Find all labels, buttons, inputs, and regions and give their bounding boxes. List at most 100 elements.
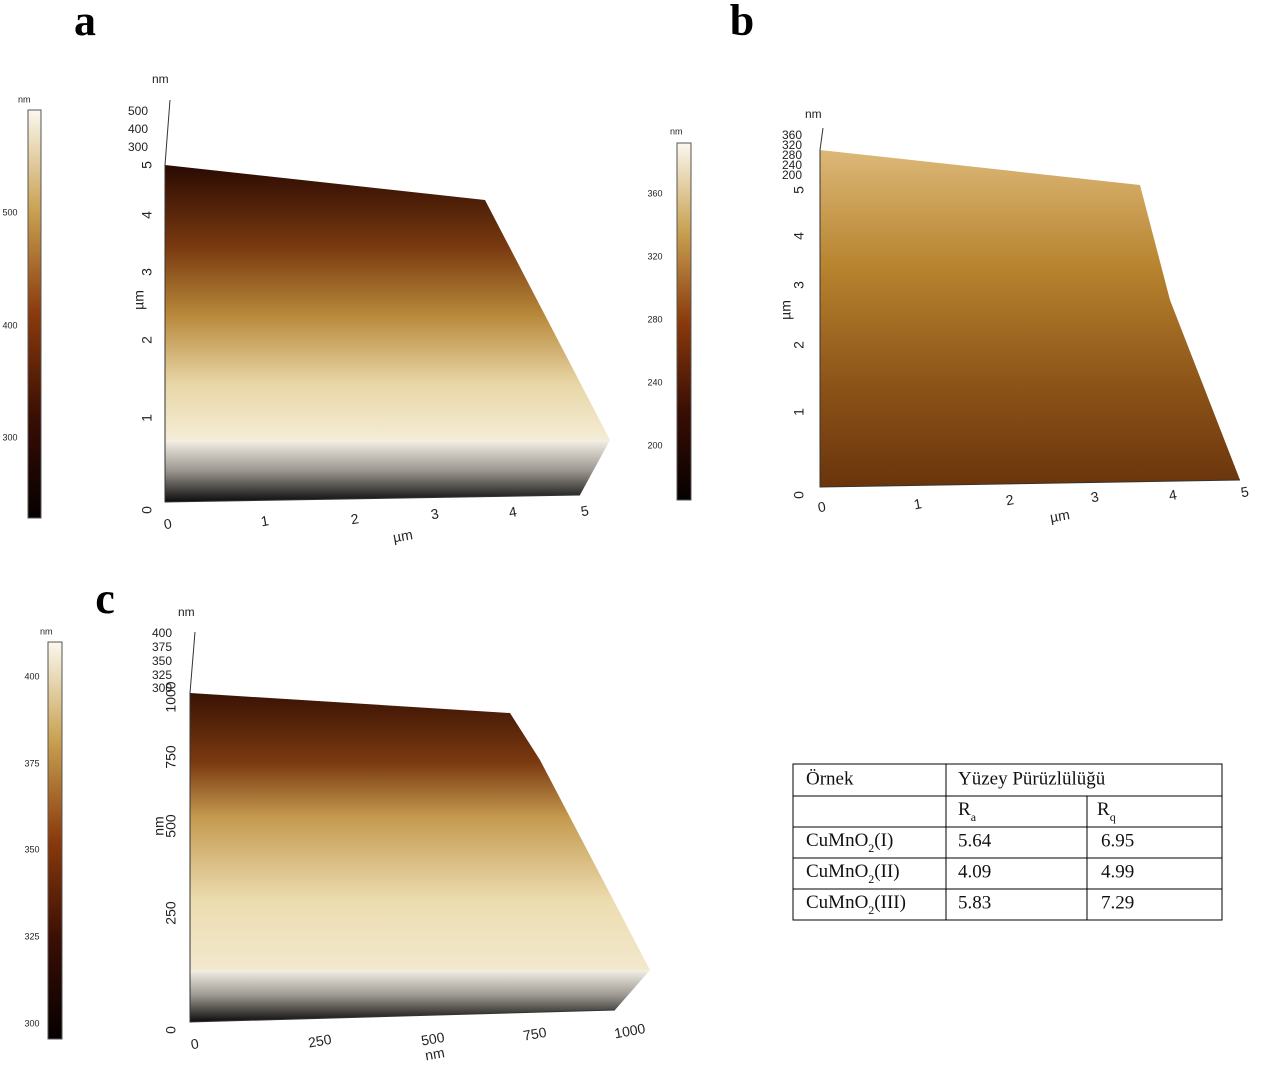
panel-label: a [74,0,96,45]
table-header: Yüzey Pürüzlülüğü [958,768,1106,789]
y-axis-tick: 500 [163,814,179,838]
z-axis-tick: 240 [782,158,802,172]
colorbar-tick: 375 [24,758,39,768]
table-cell: 5.83 [958,892,991,913]
x-axis-tick: 0 [163,515,174,532]
panel-label: c [95,574,115,623]
y-axis-tick: 0 [139,506,155,514]
y-axis-tick: 0 [163,1026,179,1034]
y-axis-tick: 0 [791,491,807,499]
y-axis-tick: 5 [139,161,155,169]
y-axis-unit: µm [778,300,794,320]
colorbar-unit: nm [670,126,683,136]
z-axis-tick: 200 [782,168,802,182]
x-axis-tick: 750 [522,1024,548,1044]
skirt-a [165,440,610,502]
x-axis-unit: µm [1049,506,1071,525]
x-axis-unit: µm [392,526,414,545]
y-axis-unit: nm [151,816,167,835]
colorbar-tick: 300 [2,432,17,442]
table-subheader-base: R [958,799,971,820]
table-subheader-sub: q [1110,810,1116,824]
y-axis-tick: 1 [139,414,155,422]
colorbar-tick: 320 [647,251,662,261]
table-sample-suffix: (II) [874,861,899,882]
z-axis-tick: 320 [782,138,802,152]
table-subheader-sub: a [971,810,977,824]
x-axis-tick: 4 [1168,486,1179,503]
z-axis-tick: 500 [128,104,148,118]
colorbar-tick: 400 [24,671,39,681]
x-axis-tick: 4 [508,503,519,520]
colorbar-b [676,142,692,501]
z-axis-tick: 300 [152,681,172,695]
table-sample: CuMnO2(III) [806,892,906,916]
axes [164,99,1241,1023]
z-axis-tick: 280 [782,148,802,162]
table-cell: 4.09 [958,861,991,882]
surface-b [820,150,1240,487]
colorbar-tick: 400 [2,320,17,330]
z-axis-tick: 400 [128,122,148,136]
colorbar-tick: 325 [24,931,39,941]
table-sample-base: CuMnO [806,861,868,882]
y-axis-tick: 4 [791,232,807,240]
table-border [792,763,1223,921]
surface-a [165,165,610,440]
x-axis-tick: 3 [430,505,441,522]
y-axis-tick: 3 [139,268,155,276]
surface-c [190,693,650,970]
x-axis-tick: 0 [817,498,828,515]
x-axis-tick: 2 [350,510,361,527]
table-sample-base: CuMnO [806,830,868,851]
table-sample-sub: 2 [868,903,874,917]
colorbar-tick: 200 [647,440,662,450]
table-subheader: Ra [958,799,977,823]
z-axis-unit: nm [152,72,169,86]
colorbar-unit: nm [18,94,31,104]
table-cell: 6.95 [1101,830,1134,851]
x-axis-unit: nm [424,1044,446,1063]
z-axis-tick: 400 [152,626,172,640]
table-subheader: Rq [1097,799,1116,823]
table-cell: 4.99 [1101,861,1134,882]
table-cell: 7.29 [1101,892,1134,913]
x-axis-tick: 1 [260,512,271,529]
colorbar-tick: 360 [647,188,662,198]
table-sample: CuMnO2(I) [806,830,893,854]
z-axis-tick: 300 [128,140,148,154]
axis-b [819,127,1241,488]
table-header: Örnek [806,768,854,789]
y-axis-tick: 2 [139,336,155,344]
y-axis-tick: 250 [163,901,179,925]
colorbar-tick: 350 [24,844,39,854]
y-axis-tick: 2 [791,341,807,349]
z-axis-tick: 325 [152,668,172,682]
z-axis-tick: 360 [782,128,802,142]
panel-label: b [730,0,754,45]
x-axis-tick: 1 [913,495,924,512]
colorbar-tick: 240 [647,377,662,387]
colorbar-a [27,109,42,519]
y-axis-tick: 4 [139,211,155,219]
y-axis-unit: µm [131,290,147,310]
x-axis-tick: 5 [1240,483,1251,500]
colorbar-tick: 500 [2,207,17,217]
colorbar-tick: 300 [24,1018,39,1028]
table-grid [792,763,1223,921]
x-axis-tick: 0 [190,1035,201,1052]
x-axis-tick: 250 [307,1031,333,1051]
table-sample-base: CuMnO [806,892,868,913]
x-axis-tick: 1000 [613,1020,647,1041]
y-axis-tick: 1 [791,408,807,416]
table-sample-suffix: (III) [874,892,906,913]
table-sample-suffix: (I) [874,830,893,851]
axis-a [164,99,581,503]
z-axis-unit: nm [178,605,195,619]
x-axis-tick: 2 [1005,491,1016,508]
x-axis-tick: 3 [1090,488,1101,505]
axis-c [189,631,616,1023]
